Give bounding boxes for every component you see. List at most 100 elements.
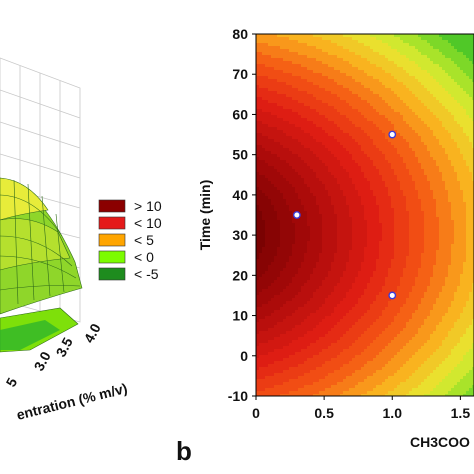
contour-cell	[262, 49, 266, 53]
contour-cell	[349, 106, 353, 110]
contour-cell	[460, 163, 464, 167]
contour-cell	[460, 76, 464, 80]
contour-cell	[256, 226, 260, 230]
contour-cell	[283, 34, 287, 38]
contour-cell	[367, 226, 371, 230]
contour-cell	[256, 196, 260, 200]
contour-cell	[334, 163, 338, 167]
contour-cell	[313, 145, 317, 149]
contour-cell	[460, 229, 464, 233]
contour-cell	[421, 154, 425, 158]
contour-cell	[433, 100, 437, 104]
contour-cell	[355, 187, 359, 191]
contour-cell	[271, 157, 275, 161]
contour-cell	[433, 217, 437, 221]
contour-cell	[400, 100, 404, 104]
contour-cell	[286, 205, 290, 209]
contour-cell	[415, 208, 419, 212]
contour-cell	[406, 67, 410, 71]
contour-cell	[439, 127, 443, 131]
contour-cell	[385, 205, 389, 209]
contour-cell	[442, 100, 446, 104]
contour-cell	[262, 151, 266, 155]
contour-cell	[370, 226, 374, 230]
contour-cell	[346, 178, 350, 182]
contour-cell	[406, 151, 410, 155]
contour-cell	[436, 160, 440, 164]
contour-cell	[322, 112, 326, 116]
contour-cell	[340, 196, 344, 200]
contour-cell	[388, 178, 392, 182]
contour-cell	[385, 214, 389, 218]
contour-cell	[439, 166, 443, 170]
contour-cell	[256, 211, 260, 215]
contour-cell	[256, 76, 260, 80]
contour-cell	[358, 133, 362, 137]
contour-cell	[325, 157, 329, 161]
contour-cell	[439, 46, 443, 50]
contour-cell	[391, 67, 395, 71]
contour-cell	[328, 163, 332, 167]
contour-cell	[337, 52, 341, 56]
contour-cell	[415, 235, 419, 239]
contour-cell	[439, 148, 443, 152]
contour-cell	[313, 76, 317, 80]
contour-cell	[451, 37, 455, 41]
contour-cell	[259, 157, 263, 161]
contour-cell	[271, 163, 275, 167]
contour-cell	[343, 232, 347, 236]
contour-cell	[451, 133, 455, 137]
contour-cell	[259, 85, 263, 89]
contour-cell	[301, 61, 305, 65]
contour-cell	[394, 46, 398, 50]
contour-cell	[274, 94, 278, 98]
contour-cell	[325, 169, 329, 173]
contour-cell	[316, 169, 320, 173]
contour-cell	[445, 34, 449, 38]
contour-cell	[397, 112, 401, 116]
contour-cell	[394, 196, 398, 200]
contour-cell	[448, 223, 452, 227]
contour-cell	[379, 178, 383, 182]
contour-cell	[289, 64, 293, 68]
contour-cell	[391, 211, 395, 215]
contour-cell	[376, 121, 380, 125]
contour-cell	[448, 154, 452, 158]
contour-cell	[328, 199, 332, 203]
contour-cell	[262, 217, 266, 221]
contour-cell	[397, 73, 401, 77]
contour-cell	[307, 79, 311, 83]
contour-cell	[280, 70, 284, 74]
contour-cell	[283, 73, 287, 77]
contour-cell	[325, 235, 329, 239]
contour-cell	[259, 184, 263, 188]
contour-cell	[268, 70, 272, 74]
contour-cell	[361, 151, 365, 155]
contour-cell	[379, 97, 383, 101]
contour-cell	[460, 55, 464, 59]
contour-cell	[373, 220, 377, 224]
contour-cell	[445, 100, 449, 104]
contour-cell	[319, 52, 323, 56]
contour-cell	[265, 79, 269, 83]
contour-cell	[322, 187, 326, 191]
contour-cell	[388, 34, 392, 38]
contour-cell	[274, 214, 278, 218]
contour-cell	[388, 136, 392, 140]
contour-cell	[445, 205, 449, 209]
contour-cell	[307, 103, 311, 107]
contour-cell	[424, 193, 428, 197]
contour-cell	[310, 85, 314, 89]
contour-cell	[388, 208, 392, 212]
contour-cell	[259, 226, 263, 230]
contour-cell	[421, 40, 425, 44]
contour-cell	[268, 229, 272, 233]
contour-cell	[265, 49, 269, 53]
contour-cell	[409, 148, 413, 152]
contour-cell	[340, 85, 344, 89]
contour-cell	[379, 43, 383, 47]
contour-cell	[337, 127, 341, 131]
contour-cell	[400, 103, 404, 107]
contour-cell	[418, 211, 422, 215]
contour-cell	[391, 88, 395, 92]
